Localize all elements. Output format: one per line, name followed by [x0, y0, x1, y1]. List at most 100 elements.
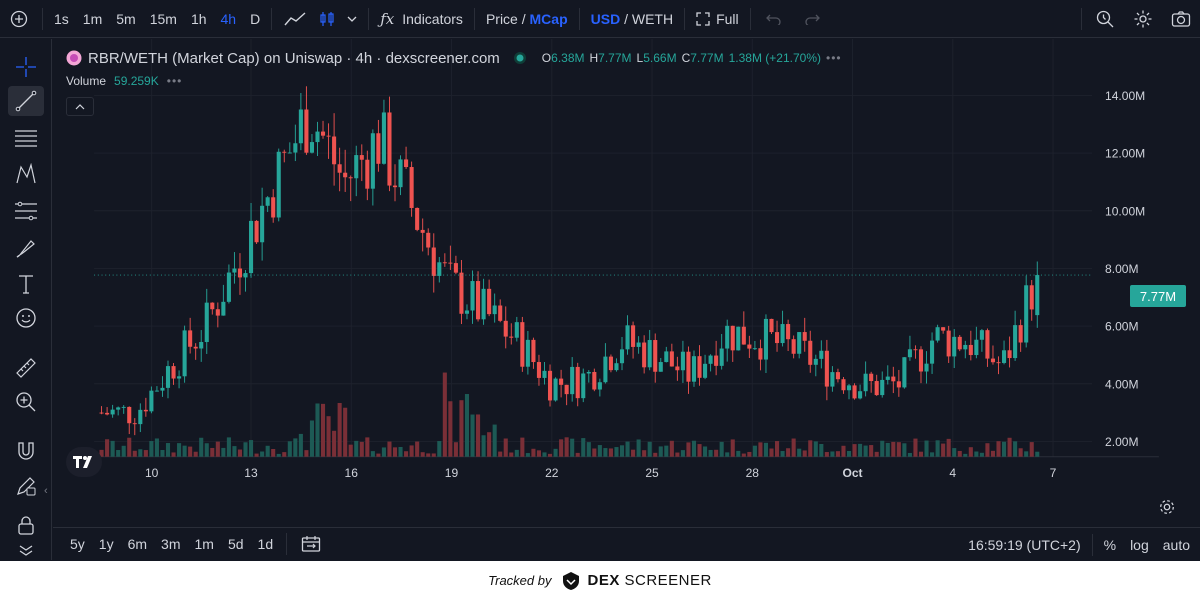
dexscreener-brand[interactable]: DEX SCREENER	[561, 571, 711, 591]
volume-bar	[404, 451, 409, 457]
interval-5m[interactable]: 5m	[116, 10, 136, 27]
usd-option[interactable]: USD	[590, 10, 621, 27]
line-chart-icon	[284, 11, 306, 25]
interval-1h[interactable]: 1h	[190, 10, 207, 27]
volume-bar	[332, 430, 337, 457]
price-mcap-toggle[interactable]: Price / MCap	[479, 0, 575, 38]
more-dots-icon[interactable]: •••	[166, 74, 183, 88]
x-tick-label: 19	[445, 466, 459, 480]
interval-1s[interactable]: 1s	[54, 10, 69, 27]
candle-body	[763, 318, 769, 360]
line-chart-type-button[interactable]	[276, 0, 314, 38]
currency-toggle[interactable]: USD / WETH	[584, 0, 680, 38]
clock-time[interactable]: 16:59:19 (UTC+2)	[968, 536, 1081, 553]
measure-tool[interactable]	[8, 353, 44, 383]
quick-search-button[interactable]	[1086, 0, 1124, 38]
range-1m[interactable]: 1m	[194, 536, 214, 552]
volume-bar	[979, 452, 984, 457]
pattern-tool[interactable]	[8, 159, 44, 189]
volume-bar	[830, 451, 835, 457]
candle-body	[215, 309, 220, 316]
range-1y[interactable]: 1y	[98, 536, 114, 552]
candle-body	[359, 155, 364, 160]
interval-15m[interactable]: 15m	[149, 10, 177, 27]
volume-bar	[232, 446, 237, 457]
candle-body	[963, 344, 968, 350]
candle-body	[581, 373, 586, 399]
volume-bar	[304, 450, 309, 457]
range-group: 5y 1y 6m 3m 1m 5d 1d	[53, 536, 280, 552]
horizontal-lines-tool[interactable]	[8, 123, 44, 153]
log-toggle[interactable]: log	[1130, 536, 1149, 553]
candle-body	[990, 358, 996, 363]
volume-bar	[514, 449, 519, 457]
range-5y[interactable]: 5y	[70, 536, 85, 552]
range-1d[interactable]: 1d	[257, 536, 274, 552]
tradingview-logo[interactable]	[66, 447, 102, 477]
weth-option[interactable]: / WETH	[620, 10, 674, 27]
fullscreen-button[interactable]: Full	[689, 0, 746, 38]
volume-bar	[459, 400, 464, 457]
zoom-tool[interactable]	[8, 387, 44, 417]
tracked-by-label: Tracked by	[488, 573, 552, 588]
chart-type-dropdown[interactable]	[340, 0, 364, 38]
magnet-tool[interactable]	[8, 436, 44, 466]
volume-bar	[177, 443, 182, 457]
undo-button[interactable]	[755, 0, 793, 38]
redo-button[interactable]	[793, 0, 831, 38]
crosshair-tool[interactable]	[8, 52, 44, 82]
add-symbol-button[interactable]	[0, 0, 38, 38]
settings-button[interactable]	[1124, 0, 1162, 38]
candle-body	[420, 229, 425, 233]
percent-toggle[interactable]: %	[1103, 536, 1117, 553]
range-3m[interactable]: 3m	[161, 536, 181, 552]
candle-body	[392, 185, 398, 188]
candle-body	[547, 370, 553, 401]
indicators-button[interactable]: ƒx Indicators	[373, 0, 470, 38]
fib-tool[interactable]	[8, 196, 44, 226]
candle-body	[177, 376, 182, 379]
volume-bar	[963, 453, 968, 457]
goto-date-button[interactable]	[291, 535, 331, 553]
candle-body	[924, 363, 929, 372]
candle-chart-type-button[interactable]	[314, 0, 340, 38]
volume-bar	[918, 451, 924, 457]
axis-settings-button[interactable]	[1158, 498, 1176, 516]
volume-bar	[619, 445, 625, 457]
volume-bar	[813, 441, 818, 457]
more-tools-button[interactable]	[8, 541, 44, 559]
range-6m[interactable]: 6m	[127, 536, 148, 552]
lock-drawings-tool[interactable]	[8, 471, 44, 501]
volume-bar	[426, 453, 431, 457]
brush-tool[interactable]	[8, 233, 44, 263]
auto-toggle[interactable]: auto	[1162, 536, 1190, 553]
volume-bar	[476, 414, 481, 457]
interval-4h[interactable]: 4h	[220, 10, 237, 27]
candle-body	[99, 412, 104, 414]
candle-body	[708, 355, 713, 364]
low-key: L	[636, 51, 644, 65]
volume-bar	[1035, 451, 1040, 457]
mcap-option[interactable]: MCap	[529, 10, 568, 27]
text-tool[interactable]	[8, 269, 44, 299]
candle-body	[791, 339, 796, 354]
interval-D[interactable]: D	[250, 10, 261, 27]
more-dots-icon[interactable]: •••	[826, 51, 842, 65]
price-option[interactable]: Price	[485, 10, 518, 27]
toolbar-expand-arrow[interactable]: ‹	[44, 485, 48, 497]
candle-body	[481, 288, 486, 320]
screenshot-button[interactable]	[1162, 0, 1200, 38]
trend-line-tool[interactable]	[8, 86, 44, 116]
emoji-tool[interactable]	[8, 303, 44, 333]
candle-body	[802, 332, 807, 341]
candle-body	[941, 327, 946, 331]
volume-bar	[941, 443, 946, 457]
collapse-legend-button[interactable]	[66, 97, 94, 116]
candle-body	[509, 336, 514, 338]
price-chart[interactable]: 2.00M 4.00M 6.00M 8.00M 10.00M 12.00M 14.00M 10…	[53, 39, 1200, 492]
volume-bar	[337, 402, 342, 457]
interval-1m[interactable]: 1m	[82, 10, 103, 27]
range-5d[interactable]: 5d	[227, 536, 244, 552]
candle-body	[298, 109, 303, 144]
lock-tool[interactable]	[8, 510, 44, 540]
